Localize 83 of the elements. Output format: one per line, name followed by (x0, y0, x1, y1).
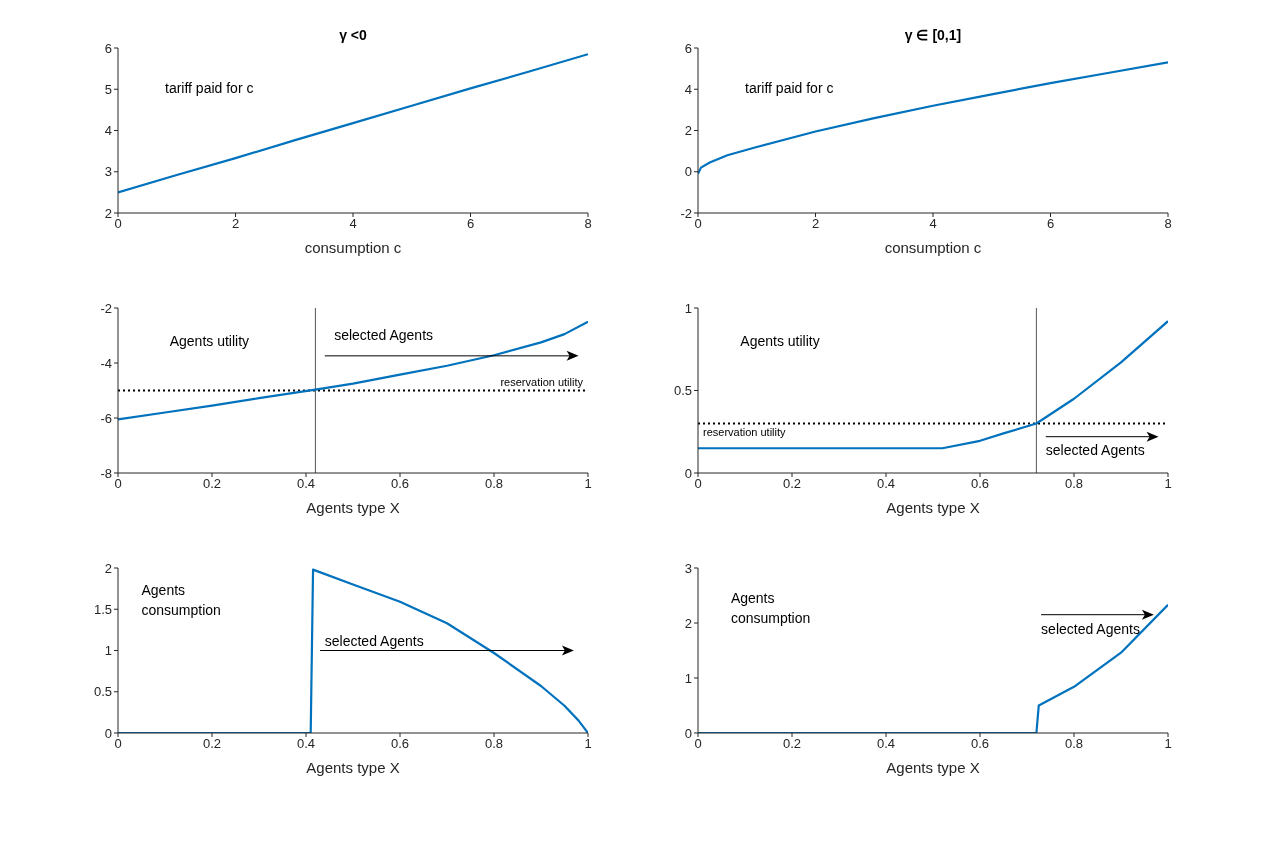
x-tick-label: 4 (349, 216, 357, 232)
x-tick-label: 8 (1164, 216, 1172, 232)
y-tick-label: -6 (100, 410, 112, 426)
x-tick-label: 0.6 (390, 736, 410, 752)
x-tick-label: 0 (114, 476, 122, 492)
x-tick-label: 1 (1164, 736, 1172, 752)
annotation: Agents consumption (141, 580, 222, 620)
x-tick-label: 0.4 (296, 476, 316, 492)
chart-title: γ <0 (338, 27, 368, 43)
line-series (118, 53, 588, 194)
x-tick-label: 1 (584, 476, 592, 492)
annotation: selected Agents (334, 325, 434, 345)
y-tick-label: 2 (104, 560, 112, 576)
x-axis-title: consumption c (884, 239, 982, 256)
x-tick-label: 2 (231, 216, 240, 232)
annotation: selected Agents (324, 631, 424, 651)
annotation: selected Agents (1041, 620, 1140, 640)
x-axis-title: Agents type X (306, 499, 400, 516)
y-tick-label: -4 (100, 355, 112, 371)
x-axis-title: consumption c (304, 239, 402, 256)
x-tick-label: 0.8 (1064, 476, 1084, 492)
chart-title: γ ∈ [0,1] (903, 27, 963, 43)
y-tick-label: 0 (684, 465, 692, 481)
x-tick-label: 8 (584, 216, 592, 232)
y-tick-label: 3 (684, 560, 692, 576)
y-tick-label: 2 (684, 615, 692, 631)
x-tick-label: 0 (114, 736, 122, 752)
x-tick-label: 1 (584, 736, 592, 752)
y-tick-label: 4 (104, 123, 112, 139)
y-tick-label: 2 (104, 205, 112, 221)
y-tick-label: 1 (684, 670, 692, 686)
x-tick-label: 0.8 (1064, 736, 1084, 752)
x-tick-label: 0.4 (876, 736, 896, 752)
x-tick-label: 0.2 (782, 736, 802, 752)
annotation: Agents utility (169, 332, 250, 352)
x-tick-label: 2 (811, 216, 820, 232)
x-tick-label: 0.6 (970, 736, 990, 752)
x-tick-label: 0.2 (782, 476, 802, 492)
x-tick-label: 0.6 (390, 476, 410, 492)
y-tick-label: 0.5 (673, 383, 692, 399)
x-tick-label: 0.8 (484, 736, 504, 752)
line-series (118, 320, 588, 421)
line-series (698, 61, 1168, 175)
annotation: Agents consumption (730, 588, 812, 628)
y-tick-label: 1 (104, 643, 112, 659)
y-tick-label: 6 (684, 40, 692, 56)
x-tick-label: 6 (466, 216, 475, 232)
y-tick-label: 0.5 (93, 684, 112, 700)
x-tick-label: 0.2 (202, 476, 222, 492)
y-tick-label: 6 (104, 40, 112, 56)
x-tick-label: 0.4 (876, 476, 896, 492)
y-tick-label: 5 (104, 81, 112, 97)
x-tick-label: 6 (1046, 216, 1055, 232)
y-tick-label: 2 (684, 123, 692, 139)
annotation: selected Agents (1045, 441, 1145, 460)
y-tick-label: -2 (680, 205, 692, 221)
y-tick-label: 1 (684, 300, 692, 316)
x-tick-label: 0 (694, 216, 702, 232)
x-tick-label: 0.2 (202, 736, 222, 752)
y-tick-label: -8 (100, 465, 112, 481)
x-tick-label: 0 (694, 476, 702, 492)
annotation: Agents utility (740, 332, 820, 352)
annotation: tariff paid for c (745, 78, 834, 98)
x-axis-title: Agents type X (306, 759, 400, 776)
x-tick-label: 0.4 (296, 736, 316, 752)
x-tick-label: 0.6 (970, 476, 990, 492)
y-tick-label: 0 (684, 164, 692, 180)
x-tick-label: 4 (929, 216, 937, 232)
y-tick-label: 1.5 (93, 601, 112, 617)
x-axis-title: Agents type X (886, 759, 980, 776)
x-tick-label: 0 (114, 216, 122, 232)
ref-line-label: reservation utility (500, 375, 584, 388)
y-tick-label: -2 (100, 300, 112, 316)
x-axis-title: Agents type X (886, 499, 980, 516)
x-tick-label: 0 (694, 736, 702, 752)
x-tick-label: 0.8 (484, 476, 504, 492)
ref-line-label: reservation utility (703, 426, 787, 439)
y-tick-label: 3 (104, 164, 112, 180)
y-tick-label: 0 (104, 725, 112, 741)
annotation: tariff paid for c (165, 78, 254, 98)
y-tick-label: 0 (684, 725, 692, 741)
x-tick-label: 1 (1164, 476, 1172, 492)
y-tick-label: 4 (684, 81, 692, 97)
